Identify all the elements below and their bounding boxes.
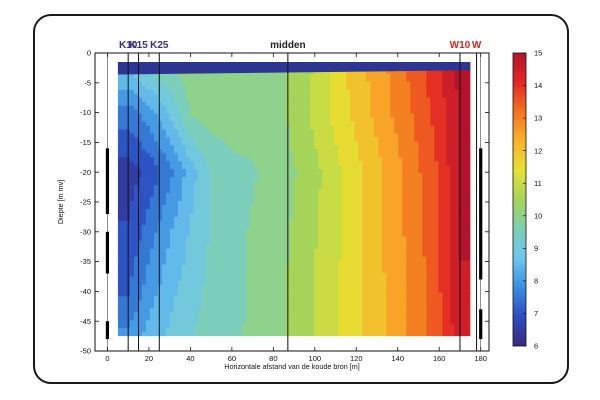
y-tick-label-10: -50 [80,347,91,356]
colorbar-tick-label-2: 8 [534,276,538,285]
colorbar-tick-label-9: 15 [534,49,542,58]
well-label-3: midden [270,40,306,51]
x-tick-label-1: 20 [145,354,153,363]
well-label-1: K15 [129,40,148,51]
y-tick-label-5: -25 [80,198,91,207]
colorbar-tick-label-3: 9 [534,244,538,253]
bore-left-screen-2 [105,321,110,340]
well-label-5: W [472,40,482,51]
colorbar-tick-label-8: 14 [534,81,542,90]
x-tick-label-6: 120 [350,354,363,363]
y-tick-label-0: 0 [87,49,91,58]
x-tick-label-4: 80 [269,354,277,363]
x-axis-title: Horizontale afstand van de koude bron [m… [224,362,359,371]
x-tick-label-0: 0 [105,354,109,363]
x-tick-label-7: 140 [392,354,405,363]
colorbar-scale [512,52,527,347]
bore-left-screen-1 [105,231,110,274]
colorbar-tick-label-0: 6 [534,342,538,351]
x-tick-label-5: 100 [309,354,322,363]
cold-top-layer [117,61,471,75]
y-tick-label-8: -40 [80,287,91,296]
well-label-2: K25 [150,40,169,51]
colorbar-tick-label-6: 12 [534,146,542,155]
y-tick-label-6: -30 [80,227,91,236]
y-tick-label-1: -5 [84,78,91,87]
colorbar-tick-label-4: 10 [534,211,542,220]
x-tick-label-9: 180 [474,354,487,363]
y-tick-label-4: -20 [80,168,91,177]
x-tick-label-3: 60 [228,354,236,363]
bore-right-screen-0 [479,148,483,280]
bore-left-screen-0 [105,148,110,214]
axes: 0 20 40 60 80 100 120 140 160 180 0 -5 -10 -15 -20 -25 -… [56,49,490,371]
y-tick-label-9: -45 [80,317,91,326]
colorbar-tick-label-1: 7 [534,309,538,318]
well-label-4: W10 [450,40,471,51]
well-label-0: K10 [119,40,138,51]
chart-frame: K10 K15 K25 midden W10 W 0 20 40 60 80 100 120 140 16… [33,14,569,384]
bore-right-screen-1 [479,309,483,340]
y-tick-label-3: -15 [80,138,91,147]
y-tick-label-7: -35 [80,257,91,266]
temperature-field [117,61,471,337]
x-tick-label-2: 40 [186,354,194,363]
y-tick-label-2: -10 [80,108,91,117]
colorbar: 6 7 8 9 10 11 12 13 14 15 [512,49,542,351]
x-tick-label-8: 160 [433,354,446,363]
colorbar-tick-label-5: 11 [534,179,542,188]
colorbar-tick-label-7: 13 [534,114,542,123]
y-axis-title: Diepte [m mv] [56,180,65,224]
